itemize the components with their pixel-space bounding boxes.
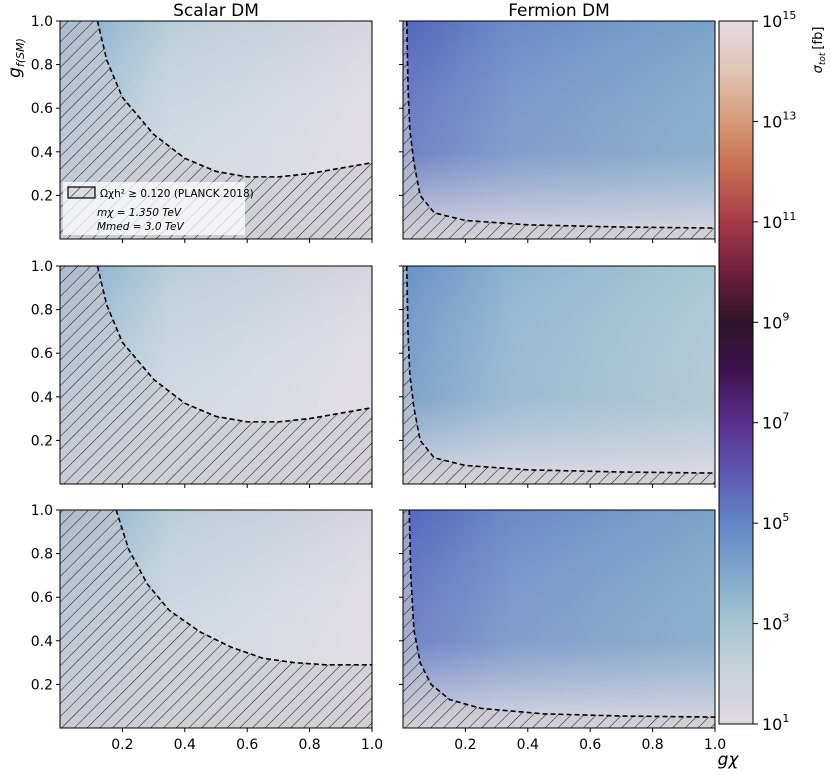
y-tick-label: 0.4 (31, 390, 53, 406)
x-axis-label: gχ (718, 750, 740, 770)
panel-r2-scalar (56, 265, 373, 488)
colorbar-tick-label: 107 (762, 411, 789, 433)
y-tick-label: 0.6 (31, 590, 53, 606)
y-tick-label: 0.4 (31, 634, 53, 650)
y-tick-label: 0.8 (31, 547, 53, 563)
legend-hatch-swatch (67, 186, 96, 199)
y-tick-label: 0.2 (31, 677, 53, 693)
y-tick-label: 1.0 (31, 14, 53, 30)
axes-frame (59, 20, 373, 240)
excluded-region (403, 510, 715, 728)
y-tick-label: 0.2 (31, 188, 53, 204)
excluded-region (60, 266, 372, 484)
relic-density-contour (96, 20, 373, 178)
heatmap-shading (403, 266, 715, 484)
x-tick-label: 1.0 (704, 737, 726, 753)
excluded-region (403, 21, 715, 239)
colorbar-tick-label: 109 (762, 310, 789, 332)
x-tick-label: 0.2 (454, 737, 476, 753)
y-tick-label: 0.8 (31, 58, 53, 74)
colorbar-tick-label: 103 (762, 612, 789, 634)
panel-r1-fermion (399, 20, 716, 243)
column-title-fermion: Fermion DM (508, 1, 610, 21)
x-tick-label: 0.6 (579, 737, 601, 753)
y-tick-label: 0.6 (31, 346, 53, 362)
y-tick-label: 1.0 (31, 503, 53, 519)
relic-density-contour (405, 265, 716, 474)
legend-dm-mass: mχ = 1.350 TeV (97, 207, 182, 219)
axes-frame (59, 265, 373, 485)
colorbar-tick-label: 1015 (762, 9, 796, 31)
axes-frame (402, 509, 716, 729)
x-tick-label: 0.8 (641, 737, 663, 753)
relic-density-contour (405, 20, 716, 229)
column-title-scalar: Scalar DM (173, 1, 259, 21)
axes-frame (402, 20, 716, 240)
colorbar-tick-label: 101 (762, 712, 789, 734)
axes-frame (402, 265, 716, 485)
x-tick-label: 0.4 (517, 737, 539, 753)
colorbar-label: σtot[fb] (811, 27, 828, 74)
colorbar-tick-label: 1011 (762, 210, 796, 232)
panel-r3-scalar (56, 509, 373, 732)
heatmap-shading (403, 510, 715, 728)
excluded-region (403, 266, 715, 484)
y-tick-label: 1.0 (31, 259, 53, 275)
y-tick-label: 0.8 (31, 303, 53, 319)
x-tick-label: 0.6 (236, 737, 258, 753)
legend (63, 182, 245, 235)
y-tick-label: 0.4 (31, 145, 53, 161)
legend-entry: Ωχh² ≥ 0.120 (PLANCK 2018) (100, 188, 254, 200)
colorbar-tick-label: 1013 (762, 109, 796, 131)
x-tick-label: 1.0 (361, 737, 383, 753)
legend-mediator-mass: Mmed = 3.0 TeV (97, 221, 184, 233)
y-tick-label: 0.2 (31, 433, 53, 449)
x-tick-label: 0.8 (298, 737, 320, 753)
colorbar (718, 20, 754, 725)
excluded-region (60, 510, 372, 728)
relic-density-contour (408, 509, 716, 718)
x-tick-label: 0.2 (111, 737, 133, 753)
panel-r3-fermion (399, 509, 716, 732)
colorbar-tick-label: 105 (762, 511, 789, 533)
relic-density-contour (96, 265, 373, 423)
x-tick-label: 0.4 (174, 737, 196, 753)
heatmap-shading (403, 21, 715, 239)
y-tick-label: 0.6 (31, 101, 53, 117)
panel-r2-fermion (399, 265, 716, 488)
axes-frame (59, 509, 373, 729)
relic-density-contour (115, 509, 372, 666)
y-axis-label: gf(SM) (5, 38, 27, 78)
